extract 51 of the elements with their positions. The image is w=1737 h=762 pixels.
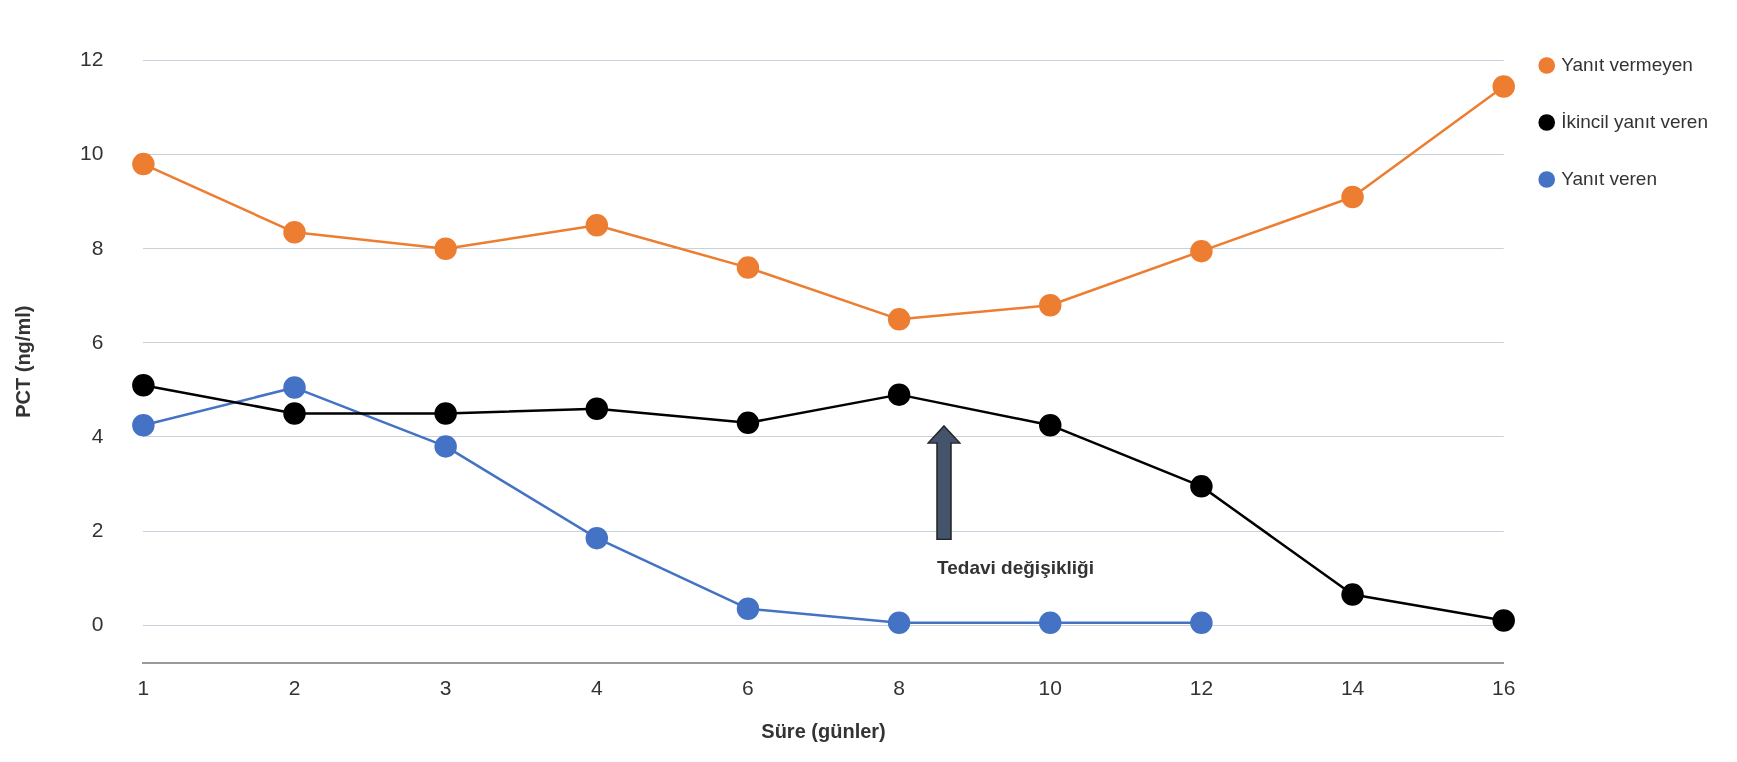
point bbox=[283, 376, 306, 399]
point bbox=[887, 611, 911, 635]
x-tick-label: 14 bbox=[1340, 676, 1365, 700]
y-axis-title: PCT (ng/ml) bbox=[11, 305, 34, 418]
point bbox=[1492, 609, 1515, 632]
y-tick-label: 10 bbox=[80, 141, 104, 165]
legend-label: Yanıt veren bbox=[1561, 167, 1657, 189]
x-tick-label: 6 bbox=[742, 676, 754, 700]
legend-label: İkincil yanıt veren bbox=[1561, 110, 1709, 132]
x-axis-title: Süre (günler) bbox=[761, 719, 886, 742]
y-tick-label: 8 bbox=[91, 235, 104, 259]
point bbox=[1341, 185, 1364, 209]
point bbox=[1341, 583, 1364, 606]
point bbox=[585, 397, 609, 420]
point bbox=[585, 214, 609, 237]
legend-label: Yanıt vermeyen bbox=[1561, 53, 1693, 75]
y-tick-label: 0 bbox=[91, 611, 104, 635]
point bbox=[1039, 293, 1062, 317]
x-tick-label: 4 bbox=[590, 676, 603, 700]
x-tick-label: 12 bbox=[1189, 676, 1214, 700]
y-tick-label: 4 bbox=[91, 423, 104, 447]
x-tick-label: 16 bbox=[1492, 676, 1516, 700]
point bbox=[736, 597, 760, 620]
point bbox=[283, 221, 306, 244]
point bbox=[132, 413, 155, 437]
point bbox=[1190, 475, 1213, 498]
annotation: Tedavi değişikliği bbox=[937, 556, 1094, 578]
x-tick-label: 1 bbox=[137, 676, 150, 700]
point bbox=[283, 402, 306, 425]
x-tick-label: 10 bbox=[1038, 676, 1062, 700]
point bbox=[434, 435, 457, 458]
point bbox=[434, 402, 457, 425]
point bbox=[1039, 611, 1062, 635]
point bbox=[887, 383, 911, 406]
x-tick-label: 3 bbox=[439, 676, 452, 700]
point bbox=[434, 237, 457, 261]
point bbox=[1190, 239, 1213, 263]
point bbox=[1190, 611, 1213, 635]
y-tick-label: 6 bbox=[91, 329, 104, 353]
point bbox=[1492, 75, 1515, 98]
point bbox=[1039, 413, 1062, 437]
point bbox=[132, 373, 155, 397]
point bbox=[736, 256, 760, 279]
point bbox=[736, 411, 760, 435]
y-tick-label: 2 bbox=[91, 517, 104, 541]
x-tick-label: 8 bbox=[893, 676, 905, 700]
point bbox=[132, 152, 155, 176]
y-tick-label: 12 bbox=[80, 47, 104, 71]
x-tick-label: 2 bbox=[288, 676, 301, 700]
point bbox=[585, 526, 609, 550]
point bbox=[887, 308, 911, 331]
